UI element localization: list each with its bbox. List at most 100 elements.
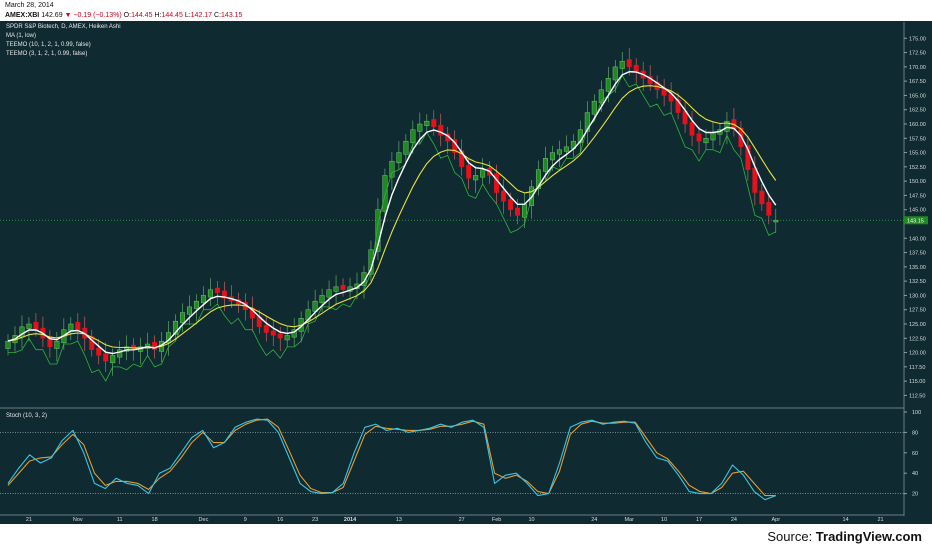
high-value: 144.45 — [161, 12, 183, 19]
candle-up — [535, 169, 541, 189]
stoch-tick-label: 20 — [912, 492, 918, 498]
candle-down — [270, 330, 276, 336]
candle-up — [619, 60, 625, 69]
price-tick-label: 165.00 — [909, 93, 926, 99]
time-tick-label: 27 — [459, 517, 465, 523]
legend-title[interactable]: SPDR S&P Biotech, D, AMEX, Heiken Ashi — [6, 24, 121, 30]
candle-up — [417, 123, 423, 132]
candle-up — [549, 152, 555, 161]
price-tick-label: 117.50 — [909, 365, 925, 371]
time-tick-label: 2014 — [344, 517, 357, 523]
source-prefix: Source: — [767, 529, 816, 544]
candle-down — [75, 322, 81, 330]
candle-up — [473, 175, 479, 181]
time-tick-label: 16 — [277, 517, 283, 523]
close-label: C: — [214, 12, 222, 19]
time-tick-label: 23 — [312, 517, 318, 523]
candle-down — [745, 144, 751, 170]
candle-down — [438, 124, 444, 136]
candle-up — [773, 220, 779, 223]
candle-down — [501, 190, 507, 202]
candle-up — [522, 203, 528, 218]
time-tick-label: 24 — [731, 517, 737, 523]
high-label: H: — [154, 12, 162, 19]
time-tick-label: 11 — [117, 517, 123, 523]
candle-up — [710, 132, 716, 141]
price-tick-label: 140.00 — [909, 236, 926, 242]
candle-up — [193, 300, 199, 309]
legend-teemo-10[interactable]: TEEMO (10, 1, 2, 1, 0.99, false) — [6, 42, 91, 48]
chart-frame: 175.00 172.50 170.00 167.50 165.00 162.50 160.… — [0, 0, 932, 524]
price-tick-label: 137.50 — [909, 251, 926, 257]
time-tick-label: 17 — [696, 517, 702, 523]
time-tick-label: 21 — [26, 517, 32, 523]
candle-up — [703, 138, 709, 144]
candle-down — [675, 99, 681, 113]
price-change: −0.19 (−0.13%) — [73, 12, 122, 19]
candle-down — [33, 322, 39, 330]
candle-down — [431, 119, 437, 128]
price-tick-label: 155.00 — [909, 151, 926, 157]
price-tick-label: 167.50 — [909, 79, 926, 85]
price-tick-label: 175.00 — [909, 36, 926, 42]
time-tick-label: 10 — [661, 517, 667, 523]
open-value: 144.45 — [131, 12, 153, 19]
candle-up — [200, 295, 206, 304]
candle-up — [173, 320, 179, 335]
price-tick-label: 150.00 — [909, 179, 926, 185]
source-brand: TradingView.com — [815, 529, 922, 544]
candle-down — [626, 59, 632, 68]
open-label: O: — [123, 12, 132, 19]
candle-up — [179, 312, 185, 324]
time-tick-label: Mar — [624, 517, 634, 523]
teemo-slow-line — [7, 85, 777, 349]
price-tick-label: 147.50 — [909, 193, 926, 199]
time-tick-label: 24 — [591, 517, 597, 523]
candle-down — [96, 347, 102, 356]
ohlc-readout: AMEX:XBI 142.69 ▼ −0.19 (−0.13%) O:144.4… — [5, 11, 242, 20]
candle-up — [389, 160, 395, 178]
last-price-tag — [904, 216, 928, 225]
candle-up — [410, 129, 416, 144]
time-tick-label: 9 — [244, 517, 247, 523]
price-tick-label: 157.50 — [909, 136, 926, 142]
candle-up — [542, 158, 548, 172]
header-bar — [0, 0, 932, 10]
stoch-d-line — [7, 418, 776, 497]
time-tick-label: 13 — [396, 517, 402, 523]
candle-down — [340, 284, 346, 290]
price-tick-label: 120.00 — [909, 351, 926, 357]
price-tick-label: 172.50 — [909, 51, 926, 57]
legend-ma[interactable]: MA (1, low) — [6, 33, 37, 39]
ohlc-bar — [0, 10, 932, 21]
candle-up — [612, 66, 618, 81]
candle-up — [319, 295, 325, 304]
candle-down — [515, 207, 521, 216]
legend-teemo-3[interactable]: TEEMO (3, 1, 2, 1, 0.99, false) — [6, 51, 88, 57]
candle-down — [759, 190, 765, 205]
time-tick-label: 10 — [528, 517, 534, 523]
candle-up — [361, 272, 367, 286]
candle-up — [563, 146, 569, 152]
candle-down — [221, 290, 227, 299]
chart-canvas[interactable]: 175.00 172.50 170.00 167.50 165.00 162.50 160.… — [0, 0, 932, 524]
price-tick-label: 160.00 — [909, 122, 926, 128]
candle-up — [375, 209, 381, 252]
stoch-legend[interactable]: Stoch (10, 3, 2) — [6, 413, 48, 419]
candle-down — [494, 173, 500, 193]
candle-up — [326, 289, 332, 298]
ma-low-line — [8, 75, 776, 382]
stoch-tick-label: 40 — [912, 471, 918, 477]
low-value: 142.17 — [190, 12, 213, 19]
source-credit: Source: TradingView.com — [767, 529, 922, 544]
candle-up — [5, 340, 11, 349]
chart-date: March 28, 2014 — [5, 2, 54, 9]
price-tick-label: 170.00 — [909, 65, 926, 71]
candle-down — [459, 150, 465, 168]
price-tick-label: 115.00 — [909, 379, 925, 385]
price-tick-label: 125.00 — [909, 322, 926, 328]
candle-up — [424, 120, 430, 126]
candle-up — [605, 78, 611, 92]
candle-down — [466, 164, 472, 179]
time-tick-label: Nov — [73, 517, 83, 523]
